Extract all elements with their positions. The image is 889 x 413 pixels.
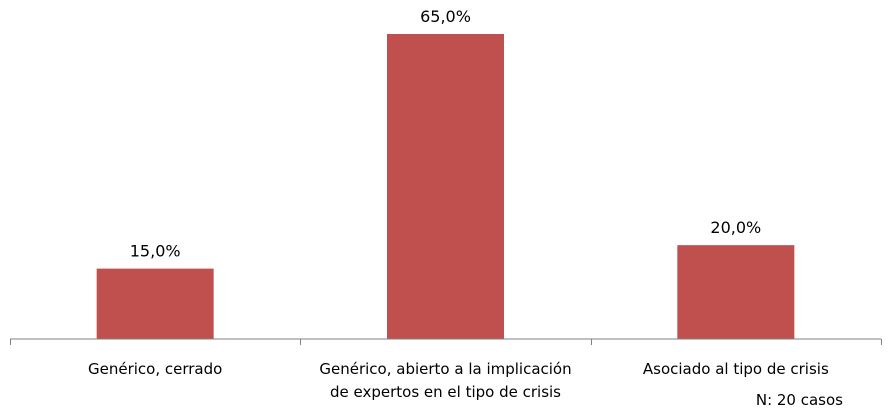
data-label: 20,0% xyxy=(710,218,761,237)
bar xyxy=(677,245,795,339)
data-label: 65,0% xyxy=(420,7,471,26)
x-axis xyxy=(10,338,882,345)
bars-group xyxy=(96,34,795,339)
category-label: Genérico, cerrado xyxy=(88,360,222,378)
sample-size-note: N: 20 casos xyxy=(755,391,843,409)
category-label: Asociado al tipo de crisis xyxy=(643,360,829,378)
bar xyxy=(387,34,504,339)
category-label: de expertos en el tipo de crisis xyxy=(330,383,561,401)
bar xyxy=(96,268,214,339)
data-label: 15,0% xyxy=(130,242,181,261)
category-label: Genérico, abierto a la implicación xyxy=(319,360,571,378)
labels-group: 15,0% Genérico, cerrado 65,0% Genérico, abi… xyxy=(88,7,829,401)
